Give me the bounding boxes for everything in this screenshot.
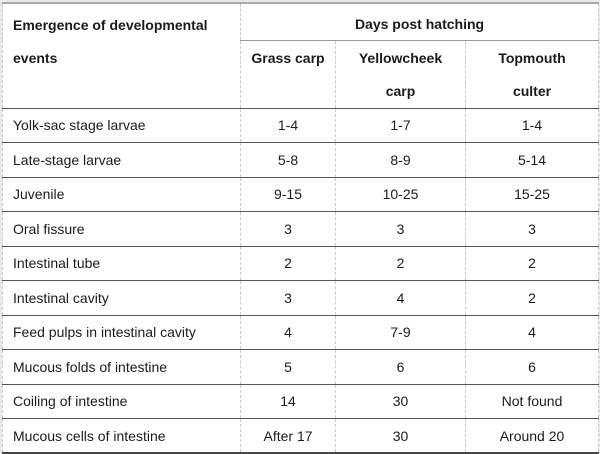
value-cell: 3 xyxy=(240,211,336,247)
row-header-line-2: events xyxy=(13,50,58,66)
row-header-cell: Emergence of developmental events xyxy=(2,3,241,109)
value-cell: 9-15 xyxy=(240,177,336,212)
event-cell: Coiling of intestine xyxy=(2,384,241,419)
value-cell: 6 xyxy=(464,349,599,385)
value-cell: 3 xyxy=(335,211,466,247)
event-cell: Mucous folds of intestine xyxy=(2,349,241,385)
value-cell: 14 xyxy=(240,384,336,419)
event-cell: Yolk-sac stage larvae xyxy=(2,108,241,143)
event-cell: Juvenile xyxy=(2,177,241,212)
value-cell: 5-8 xyxy=(240,142,336,178)
value-cell: 5 xyxy=(240,349,336,385)
value-cell: After 17 xyxy=(240,418,336,454)
column-header-line-2: carp xyxy=(385,82,416,99)
column-header-line-1: Grass carp xyxy=(251,49,325,66)
value-cell: 10-25 xyxy=(335,177,466,212)
value-cell: Not found xyxy=(464,384,599,419)
table-row: Feed pulps in intestinal cavity 4 7-9 4 xyxy=(2,315,599,350)
value-cell: 1-4 xyxy=(464,108,599,143)
table-row: Intestinal tube 2 2 2 xyxy=(2,246,599,281)
table-row: Yolk-sac stage larvae 1-4 1-7 1-4 xyxy=(2,108,599,143)
table-row: Oral fissure 3 3 3 xyxy=(2,211,599,247)
header-row-columns: Grass carp Yellowcheek carp Topmouth cul… xyxy=(3,40,599,109)
value-cell: 1-4 xyxy=(240,108,336,143)
header-row-group: Emergence of developmental events Days p… xyxy=(2,3,599,109)
value-cell: 5-14 xyxy=(464,142,599,178)
column-header-line-1: Yellowcheek xyxy=(358,49,443,66)
value-cell: 2 xyxy=(335,246,466,281)
column-header-topmouth-culter: Topmouth culter xyxy=(464,40,599,109)
table-row: Late-stage larvae 5-8 8-9 5-14 xyxy=(2,142,599,178)
value-cell: 2 xyxy=(464,246,599,281)
value-cell: 30 xyxy=(335,418,466,454)
table-row: Mucous cells of intestine After 17 30 Aroun… xyxy=(2,418,599,454)
event-cell: Mucous cells of intestine xyxy=(2,418,241,454)
value-cell: 3 xyxy=(464,211,599,247)
value-cell: 30 xyxy=(335,384,466,419)
value-cell: 15-25 xyxy=(464,177,599,212)
value-cell: 1-7 xyxy=(335,108,466,143)
value-cell: 7-9 xyxy=(335,315,466,350)
event-cell: Oral fissure xyxy=(2,211,241,247)
value-cell: 4 xyxy=(240,315,336,350)
group-header-cell: Days post hatching xyxy=(239,3,599,41)
table-header: Emergence of developmental events Days p… xyxy=(2,3,599,109)
value-cell: 4 xyxy=(335,280,466,316)
value-cell: 4 xyxy=(464,315,599,350)
column-header-yellowcheek-carp: Yellowcheek carp xyxy=(335,40,466,109)
value-cell: 8-9 xyxy=(335,142,466,178)
event-cell: Late-stage larvae xyxy=(2,142,241,178)
event-cell: Feed pulps in intestinal cavity xyxy=(2,315,241,350)
value-cell: 3 xyxy=(240,280,336,316)
value-cell: 2 xyxy=(240,246,336,281)
table-row: Mucous folds of intestine 5 6 6 xyxy=(2,349,599,385)
event-cell: Intestinal tube xyxy=(2,246,241,281)
column-header-grass-carp: Grass carp xyxy=(240,40,336,109)
column-header-line-1: Topmouth xyxy=(498,49,566,66)
value-cell: 2 xyxy=(464,280,599,316)
row-header-line-1: Emergence of developmental xyxy=(13,17,208,33)
table-row: Coiling of intestine 14 30 Not found xyxy=(2,384,599,419)
table-row: Intestinal cavity 3 4 2 xyxy=(2,280,599,316)
table-body: Yolk-sac stage larvae 1-4 1-7 1-4 Late-stage… xyxy=(2,108,599,454)
event-cell: Intestinal cavity xyxy=(2,280,241,316)
column-header-line-2: culter xyxy=(512,82,552,99)
table-row: Juvenile 9-15 10-25 15-25 xyxy=(2,177,599,212)
value-cell: 6 xyxy=(335,349,466,385)
value-cell: Around 20 xyxy=(464,418,599,454)
